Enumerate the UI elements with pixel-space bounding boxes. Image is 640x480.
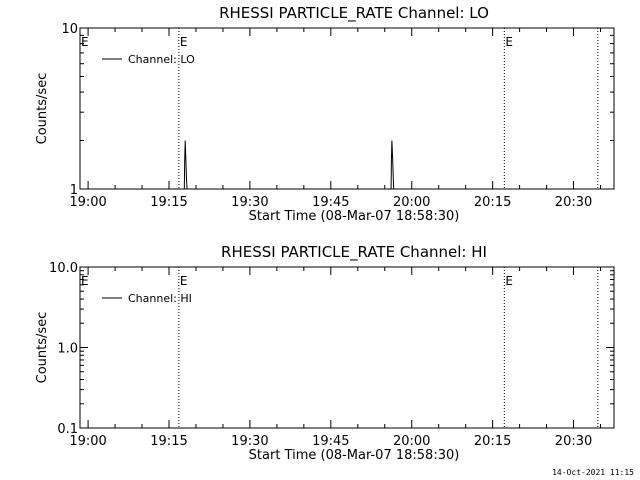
- generation-timestamp: 14-Oct-2021 11:15: [552, 468, 634, 477]
- chart1-x-tick-label: 19:45: [312, 195, 349, 210]
- chart2-legend-label: Channel: HI: [128, 292, 192, 305]
- chart1-x-tick-label: 19:15: [150, 195, 187, 210]
- chart1-x-tick-label: 20:30: [555, 195, 592, 210]
- chart1-y-axis-label: Counts/sec: [35, 73, 50, 145]
- chart1-title: RHESSI PARTICLE_RATE Channel: LO: [219, 4, 489, 23]
- chart2-event-marker-label: E: [180, 274, 188, 288]
- chart1-x-tick-label: 20:00: [393, 195, 430, 210]
- chart2-y-tick-label: 10.0: [49, 261, 78, 276]
- chart1-x-tick-label: 19:30: [231, 195, 268, 210]
- chart2-y-tick-label: 1.0: [57, 342, 78, 357]
- chart2-x-axis-label: Start Time (08-Mar-07 18:58:30): [249, 448, 460, 463]
- chart2-x-tick-label: 20:00: [393, 434, 430, 449]
- chart2-x-tick-label: 19:15: [150, 434, 187, 449]
- chart2-x-tick-label: 19:45: [312, 434, 349, 449]
- chart1-x-axis-label: Start Time (08-Mar-07 18:58:30): [249, 209, 460, 224]
- chart2-y-tick-label: 0.1: [57, 422, 78, 437]
- chart1-x-tick-label: 20:15: [474, 195, 511, 210]
- chart2-x-tick-label: 19:30: [231, 434, 268, 449]
- chart1-data-series-line: [80, 140, 614, 190]
- chart2-x-tick-label: 20:30: [555, 434, 592, 449]
- chart1-event-marker-label: E: [180, 35, 188, 49]
- chart1-edge-event-label: E: [81, 35, 89, 49]
- chart2-title: RHESSI PARTICLE_RATE Channel: HI: [221, 243, 487, 262]
- chart2-y-axis-label: Counts/sec: [35, 312, 50, 384]
- chart2-event-marker-label: E: [505, 274, 513, 288]
- chart1-y-tick-label: 1: [70, 183, 78, 198]
- chart1-legend-label: Channel: LO: [128, 53, 195, 66]
- chart2-edge-event-label: E: [81, 274, 89, 288]
- chart1-x-tick-label: 19:00: [69, 195, 106, 210]
- chart2-x-tick-label: 20:15: [474, 434, 511, 449]
- chart2-x-tick-label: 19:00: [69, 434, 106, 449]
- chart1-y-tick-label: 10: [61, 22, 78, 37]
- chart1-event-marker-label: E: [505, 35, 513, 49]
